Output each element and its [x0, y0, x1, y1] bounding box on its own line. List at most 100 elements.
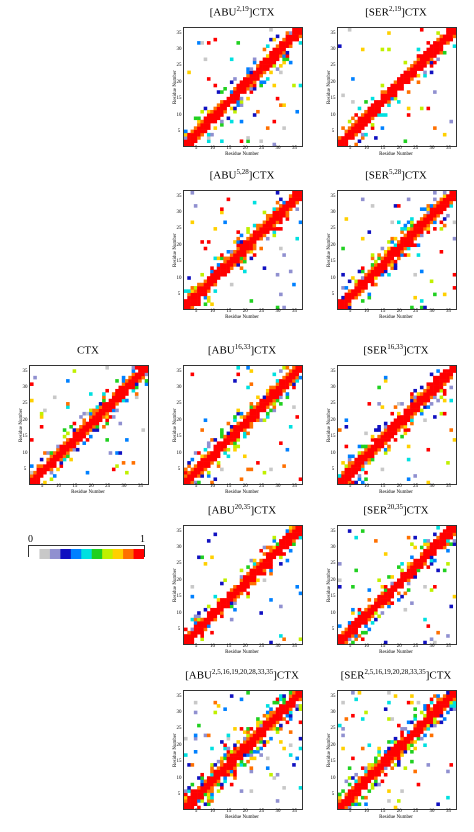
contact-cell: [52, 474, 57, 478]
contact-cell: [216, 444, 221, 449]
contact-cell: [190, 305, 195, 309]
x-tick-label: 15: [226, 484, 232, 489]
contact-cell: [213, 447, 218, 452]
contact-cell: [279, 723, 283, 728]
y-tick-label: 20: [330, 242, 336, 248]
contact-cell: [406, 246, 411, 251]
contact-cell: [449, 707, 454, 711]
contact-cell: [213, 289, 218, 293]
panel-title-superscript: 5,28: [388, 168, 402, 176]
contact-cell: [118, 395, 123, 400]
contact-cell: [89, 415, 93, 419]
contact-map-plot: [183, 365, 303, 485]
contact-cell: [347, 129, 352, 134]
contact-cell: [282, 464, 286, 468]
contact-cell: [423, 217, 427, 221]
contact-cell: [410, 601, 414, 605]
contact-cell: [246, 467, 250, 472]
contact-cell: [246, 73, 250, 78]
contact-cell: [429, 279, 434, 284]
contact-cell: [216, 454, 221, 459]
contact-cell: [400, 789, 404, 793]
x-tick-label: 25: [259, 809, 265, 814]
contact-cell: [433, 41, 437, 45]
contact-cell: [197, 776, 201, 780]
contact-cell: [452, 191, 456, 195]
contact-cell: [406, 578, 411, 583]
contact-cell: [239, 697, 244, 702]
contact-cell: [341, 727, 345, 731]
contact-cell: [295, 526, 300, 530]
contact-cell: [439, 697, 444, 702]
contact-cell: [341, 474, 345, 478]
contact-cell: [243, 80, 247, 85]
contact-cell: [433, 50, 437, 55]
contact-cell: [439, 44, 444, 48]
contact-cell: [210, 276, 214, 280]
contact-cell: [442, 292, 447, 297]
contact-cell: [46, 467, 50, 472]
contact-cell: [39, 467, 44, 472]
contact-cell: [439, 220, 444, 225]
contact-cell: [423, 539, 427, 543]
contact-cell: [439, 539, 444, 543]
contact-cell: [429, 562, 434, 566]
contact-cell: [203, 119, 208, 124]
contact-cell: [203, 617, 208, 622]
contact-cell: [406, 197, 411, 202]
contact-cell: [439, 50, 444, 55]
contact-cell: [397, 763, 401, 767]
contact-cell: [423, 717, 427, 721]
contact-cell: [131, 369, 136, 373]
contact-cell: [354, 132, 358, 137]
contact-cell: [292, 197, 296, 202]
contact-cell: [393, 250, 398, 254]
contact-cell: [246, 585, 250, 589]
contact-cell: [223, 100, 227, 104]
contact-cell: [285, 213, 290, 218]
contact-cell: [397, 750, 401, 754]
contact-cell: [387, 87, 391, 91]
contact-cell: [367, 119, 372, 124]
y-tick-label: 25: [330, 401, 336, 407]
contact-cell: [390, 93, 395, 98]
contact-cell: [367, 276, 372, 280]
contact-cell: [252, 571, 257, 576]
contact-cell: [246, 746, 250, 751]
colorbar-segment: [29, 549, 40, 559]
contact-cell: [184, 634, 188, 638]
contact-cell: [216, 782, 221, 787]
contact-cell: [452, 594, 456, 599]
contact-cell: [239, 80, 244, 85]
contact-cell: [39, 425, 44, 429]
contact-cell: [223, 772, 227, 777]
contact-cell: [292, 704, 296, 708]
contact-cell: [134, 385, 139, 390]
contact-cell: [206, 119, 211, 124]
contact-cell: [92, 428, 96, 432]
contact-cell: [439, 535, 444, 540]
contact-cell: [272, 223, 277, 228]
x-tick-label: 30: [429, 484, 435, 489]
contact-cell: [206, 464, 211, 468]
contact-cell: [374, 269, 378, 274]
contact-cell: [436, 388, 440, 393]
contact-cell: [351, 77, 355, 81]
contact-cell: [377, 385, 381, 390]
contact-cell: [233, 428, 237, 432]
contact-cell: [279, 204, 283, 208]
contact-cell: [252, 83, 257, 88]
contact-cell: [213, 451, 218, 455]
contact-cell: [370, 766, 375, 770]
contact-cell: [275, 385, 280, 390]
contact-cell: [256, 405, 260, 409]
contact-cell: [239, 753, 244, 757]
contact-cell: [413, 236, 417, 241]
contact-cell: [426, 213, 431, 218]
contact-cell: [105, 411, 109, 416]
contact-cell: [272, 408, 277, 413]
contact-cell: [419, 565, 424, 569]
contact-cell: [249, 369, 254, 373]
contact-cell: [62, 428, 67, 432]
contact-cell: [393, 750, 398, 754]
